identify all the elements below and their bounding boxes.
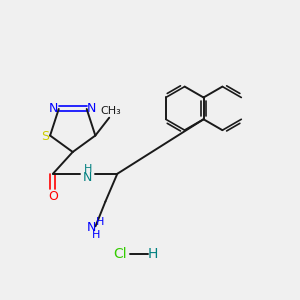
Text: N: N bbox=[49, 103, 58, 116]
Text: N: N bbox=[83, 171, 92, 184]
Text: H: H bbox=[92, 230, 101, 240]
Text: N: N bbox=[87, 221, 96, 234]
Text: H: H bbox=[83, 164, 92, 174]
Text: H: H bbox=[96, 217, 105, 227]
Text: N: N bbox=[87, 103, 96, 116]
Text: O: O bbox=[48, 190, 58, 203]
Text: CH₃: CH₃ bbox=[101, 106, 122, 116]
Text: Cl: Cl bbox=[113, 247, 127, 261]
Text: H: H bbox=[148, 247, 158, 261]
Text: S: S bbox=[41, 130, 49, 143]
